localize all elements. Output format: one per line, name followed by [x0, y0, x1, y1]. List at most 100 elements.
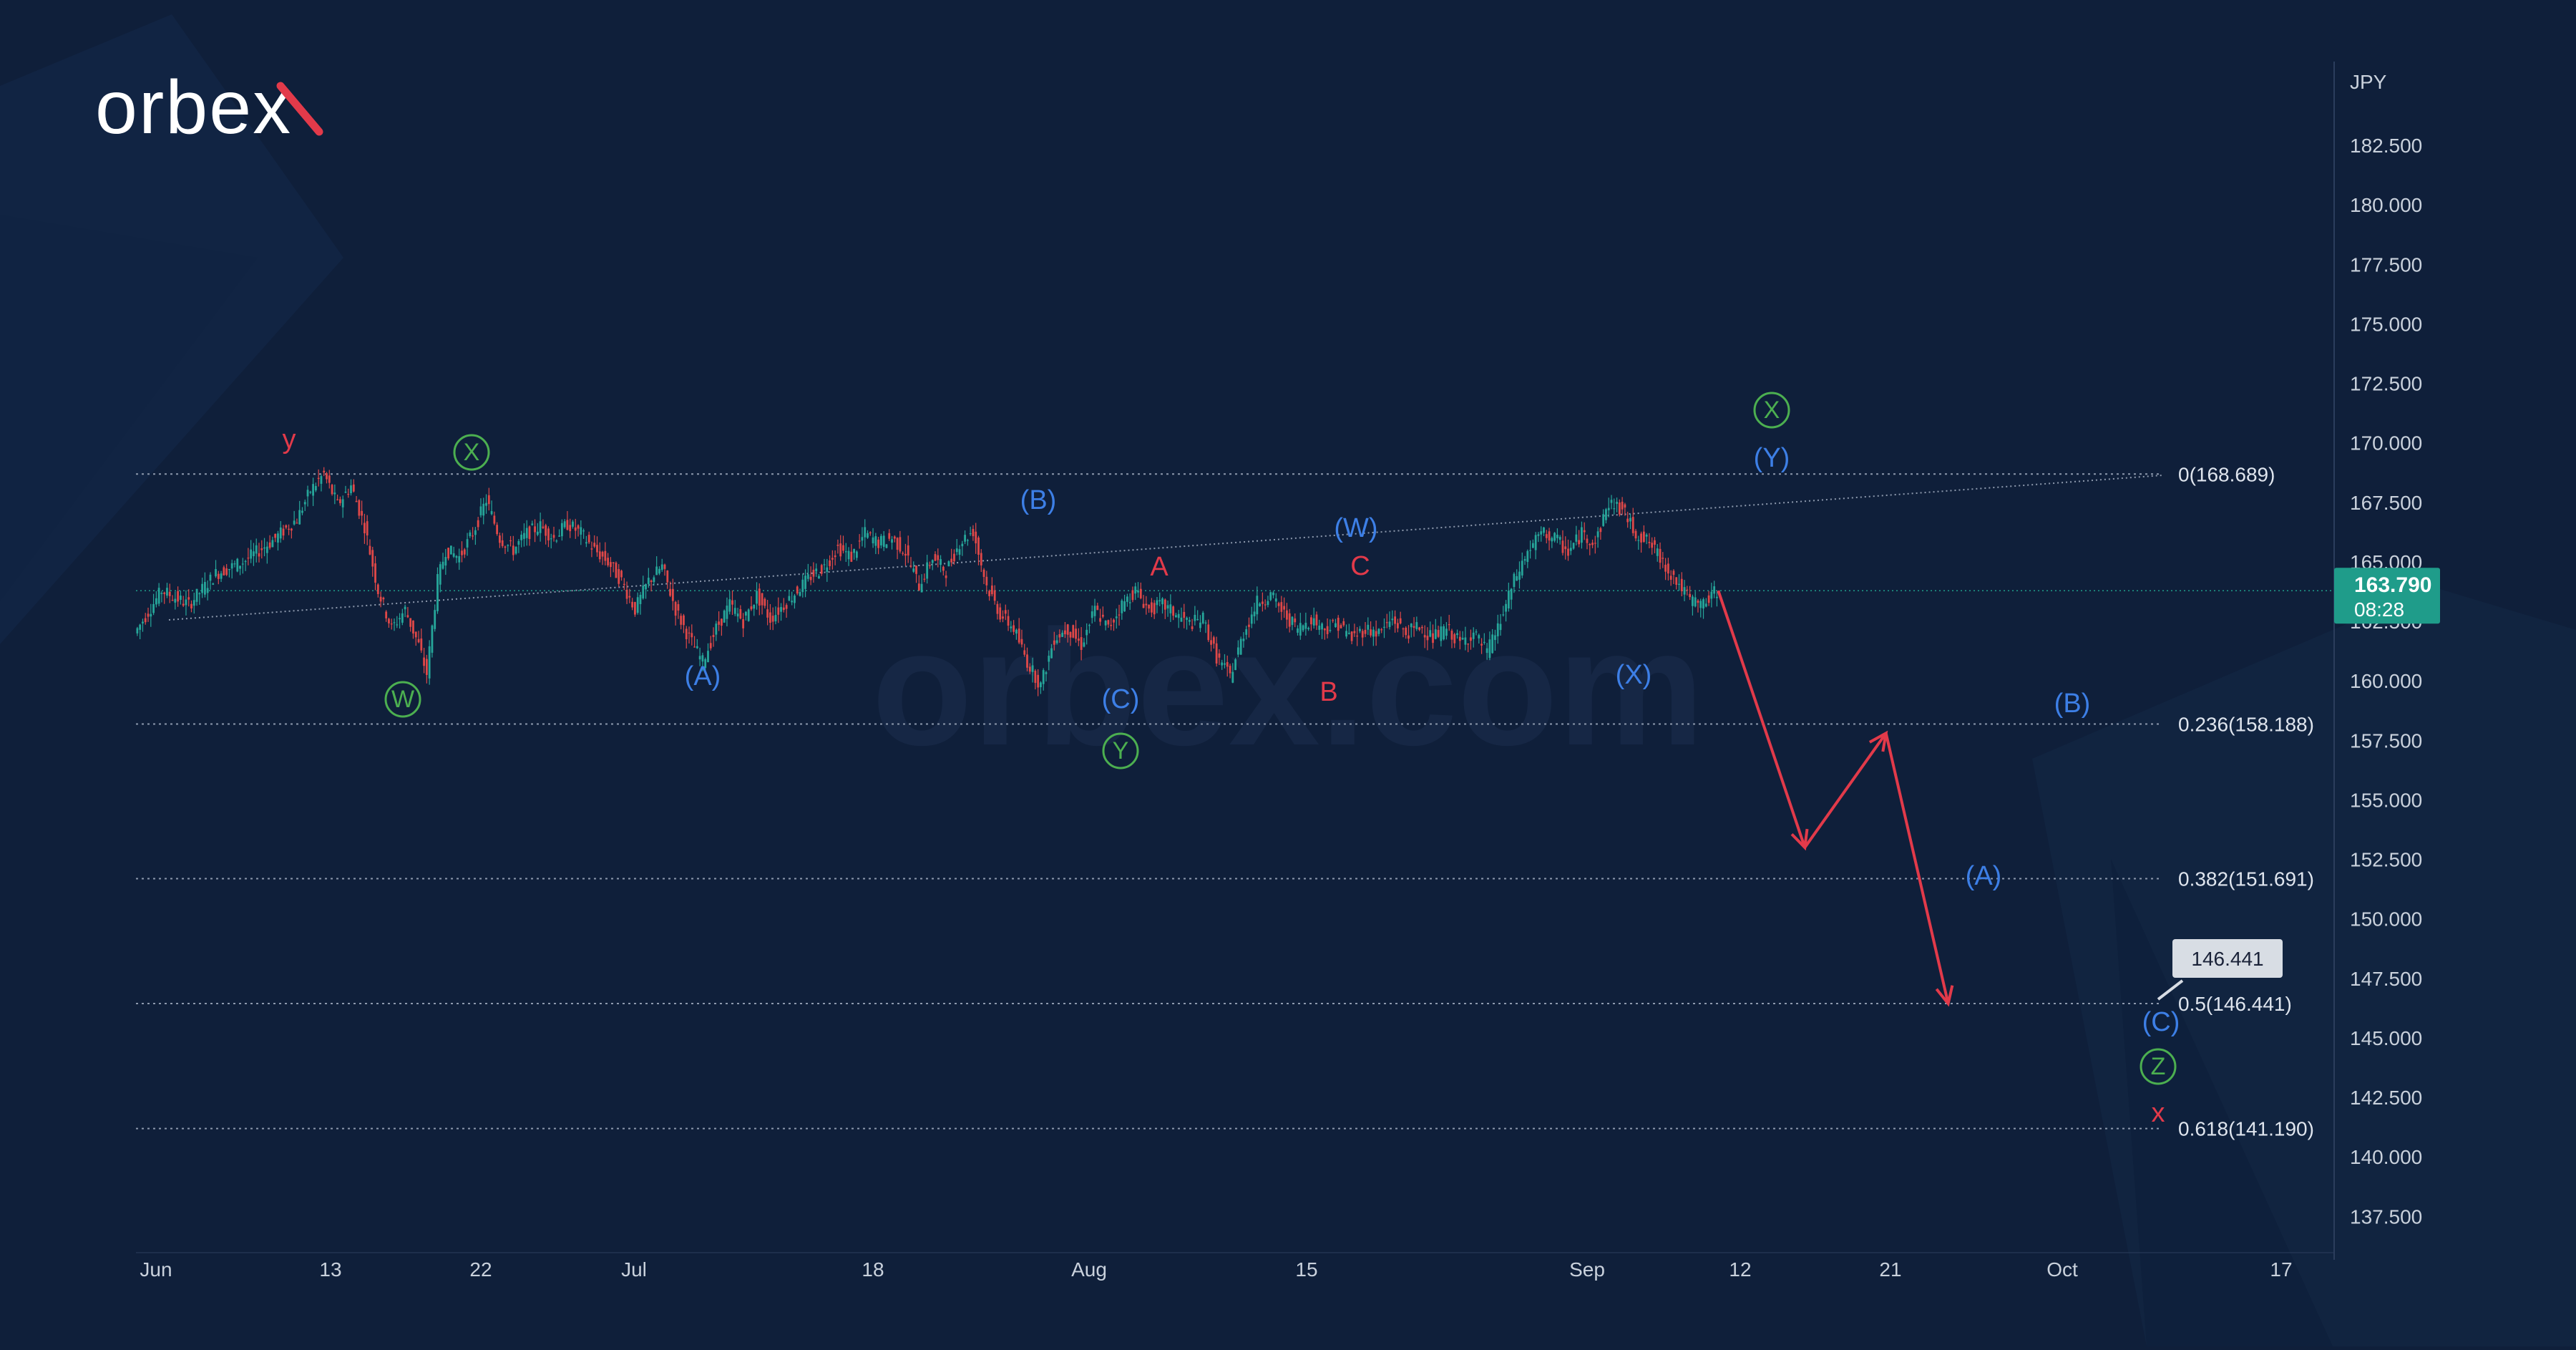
candle-body — [1516, 576, 1518, 581]
candle-body — [1026, 654, 1028, 668]
candle-body — [747, 609, 750, 621]
candle-body — [1589, 543, 1591, 545]
candle-body — [639, 595, 642, 604]
candle-body — [1180, 617, 1183, 622]
fib-label: 0.5(146.441) — [2178, 993, 2292, 1015]
candle-body — [1716, 596, 1718, 598]
candle-body — [1385, 622, 1388, 623]
candle-body — [858, 540, 861, 542]
wave-label: x — [2152, 1098, 2165, 1128]
candle-body — [893, 536, 896, 539]
current-price-value: 163.790 — [2354, 573, 2431, 597]
candle-body — [1061, 632, 1064, 637]
candle-body — [1578, 540, 1581, 545]
candle-body — [1407, 635, 1410, 639]
candle-body — [718, 621, 720, 625]
candle-body — [1499, 623, 1502, 631]
candle-body — [950, 558, 953, 563]
candle-body — [590, 548, 593, 550]
candle-body — [1236, 647, 1239, 655]
candle-body — [369, 545, 371, 555]
candle-body — [179, 596, 182, 601]
candle-body — [831, 558, 834, 560]
candle-body — [472, 535, 474, 537]
candle-body — [1502, 614, 1505, 616]
candle-body — [909, 565, 912, 567]
candle-body — [187, 597, 190, 600]
candle-body — [715, 623, 718, 635]
candle-body — [1367, 624, 1370, 630]
candle-body — [155, 598, 157, 605]
candle-body — [531, 523, 534, 525]
candle-body — [1123, 601, 1126, 612]
candle-body — [1405, 628, 1407, 636]
wave-label: Y — [1113, 737, 1129, 764]
candle-body — [303, 502, 306, 505]
candle-body — [215, 568, 217, 577]
wave-circle — [384, 681, 421, 718]
target-leader — [2157, 979, 2184, 1001]
candle-body — [406, 615, 409, 618]
price-badge-bg — [2334, 568, 2440, 624]
candle-body — [236, 558, 239, 572]
candle-body — [1618, 502, 1621, 515]
candle-body — [517, 540, 520, 545]
y-tick-label: 160.000 — [2350, 670, 2422, 692]
candle-body — [474, 530, 477, 535]
candle-body — [634, 602, 636, 615]
fib-label: 0.382(151.691) — [2178, 868, 2314, 890]
candle-body — [1694, 597, 1697, 607]
candle-body — [499, 535, 501, 543]
candle-body — [1229, 666, 1231, 674]
candle-body — [382, 597, 385, 600]
candle-body — [523, 533, 525, 539]
y-tick-label: 137.500 — [2350, 1205, 2422, 1228]
candle-body — [569, 525, 572, 532]
candle-body — [1131, 590, 1134, 601]
candle-body — [163, 592, 166, 594]
candle-body — [1169, 604, 1172, 613]
candle-body — [1372, 629, 1375, 637]
candle-body — [1669, 576, 1672, 580]
candle-body — [1426, 636, 1429, 641]
candle-body — [449, 545, 452, 555]
candle-body — [1040, 682, 1042, 688]
candle-body — [1383, 626, 1385, 628]
candle-body — [980, 553, 982, 565]
candle-body — [223, 567, 225, 576]
candle-body — [1177, 613, 1180, 618]
candle-body — [1599, 528, 1602, 533]
candle-body — [701, 655, 704, 662]
candle-body — [1624, 504, 1626, 508]
candle-body — [620, 570, 623, 578]
candle-body — [1291, 616, 1294, 626]
candle-body — [379, 596, 382, 602]
candle-body — [487, 495, 490, 505]
candle-body — [1353, 631, 1356, 633]
candle-body — [258, 553, 260, 557]
y-tick-label: 142.500 — [2350, 1087, 2422, 1109]
candle-body — [1640, 533, 1642, 543]
candle-body — [490, 511, 493, 515]
candle-body — [1567, 548, 1569, 556]
candle-body — [225, 568, 228, 576]
candle-body — [975, 531, 977, 544]
candle-body — [864, 527, 867, 538]
candle-body — [799, 592, 801, 596]
candle-body — [945, 575, 947, 578]
candle-body — [1234, 659, 1236, 671]
candle-body — [1042, 670, 1045, 684]
candle-body — [691, 633, 693, 638]
candle-body — [277, 533, 279, 543]
candle-body — [1307, 628, 1310, 630]
candle-body — [1526, 550, 1529, 563]
candle-body — [874, 536, 877, 546]
y-tick-label: 172.500 — [2350, 373, 2422, 395]
candle-body — [604, 550, 607, 561]
candle-body — [1045, 672, 1048, 674]
candle-body — [1678, 583, 1680, 586]
candle-body — [761, 593, 763, 606]
candle-body — [1253, 611, 1256, 617]
